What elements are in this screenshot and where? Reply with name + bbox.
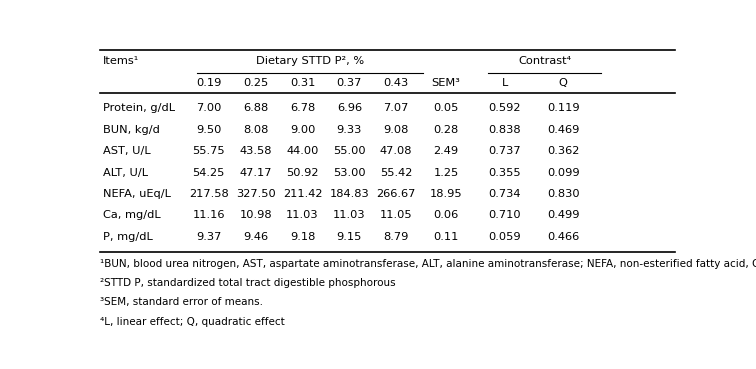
Text: 7.00: 7.00 <box>196 103 222 113</box>
Text: 0.119: 0.119 <box>547 103 580 113</box>
Text: 0.838: 0.838 <box>488 125 521 135</box>
Text: 9.46: 9.46 <box>243 232 268 242</box>
Text: ³SEM, standard error of means.: ³SEM, standard error of means. <box>101 297 263 307</box>
Text: 8.79: 8.79 <box>383 232 409 242</box>
Text: 9.33: 9.33 <box>336 125 362 135</box>
Text: SEM³: SEM³ <box>432 79 460 89</box>
Text: 47.17: 47.17 <box>240 168 272 177</box>
Text: 9.08: 9.08 <box>383 125 409 135</box>
Text: 211.42: 211.42 <box>283 189 322 199</box>
Text: 6.88: 6.88 <box>243 103 268 113</box>
Text: Ca, mg/dL: Ca, mg/dL <box>104 210 161 220</box>
Text: Items¹: Items¹ <box>104 56 140 66</box>
Text: Dietary STTD P², %: Dietary STTD P², % <box>256 56 364 66</box>
Text: ⁴L, linear effect; Q, quadratic effect: ⁴L, linear effect; Q, quadratic effect <box>101 317 285 327</box>
Text: 1.25: 1.25 <box>433 168 459 177</box>
Text: 0.737: 0.737 <box>488 146 521 156</box>
Text: 11.03: 11.03 <box>287 210 319 220</box>
Text: 266.67: 266.67 <box>376 189 416 199</box>
Text: 0.28: 0.28 <box>433 125 459 135</box>
Text: 0.710: 0.710 <box>488 210 521 220</box>
Text: 8.08: 8.08 <box>243 125 268 135</box>
Text: Q: Q <box>559 79 568 89</box>
Text: P, mg/dL: P, mg/dL <box>104 232 153 242</box>
Text: 44.00: 44.00 <box>287 146 319 156</box>
Text: BUN, kg/d: BUN, kg/d <box>104 125 160 135</box>
Text: ²STTD P, standardized total tract digestible phosphorous: ²STTD P, standardized total tract digest… <box>101 278 396 288</box>
Text: 0.05: 0.05 <box>433 103 459 113</box>
Text: 327.50: 327.50 <box>236 189 275 199</box>
Text: Contrast⁴: Contrast⁴ <box>518 56 572 66</box>
Text: 0.592: 0.592 <box>488 103 521 113</box>
Text: 54.25: 54.25 <box>193 168 225 177</box>
Text: 0.830: 0.830 <box>547 189 580 199</box>
Text: 0.499: 0.499 <box>547 210 579 220</box>
Text: 55.75: 55.75 <box>193 146 225 156</box>
Text: 9.15: 9.15 <box>336 232 362 242</box>
Text: 9.37: 9.37 <box>196 232 222 242</box>
Text: 55.00: 55.00 <box>333 146 366 156</box>
Text: Protein, g/dL: Protein, g/dL <box>104 103 175 113</box>
Text: 6.78: 6.78 <box>290 103 315 113</box>
Text: 50.92: 50.92 <box>287 168 319 177</box>
Text: 10.98: 10.98 <box>240 210 272 220</box>
Text: 184.83: 184.83 <box>330 189 369 199</box>
Text: 9.50: 9.50 <box>196 125 222 135</box>
Text: 11.03: 11.03 <box>333 210 366 220</box>
Text: 0.099: 0.099 <box>547 168 580 177</box>
Text: 11.05: 11.05 <box>380 210 413 220</box>
Text: 0.43: 0.43 <box>383 79 409 89</box>
Text: 0.734: 0.734 <box>488 189 521 199</box>
Text: 2.49: 2.49 <box>433 146 459 156</box>
Text: 0.362: 0.362 <box>547 146 579 156</box>
Text: 6.96: 6.96 <box>337 103 362 113</box>
Text: 11.16: 11.16 <box>193 210 225 220</box>
Text: 0.469: 0.469 <box>547 125 579 135</box>
Text: 0.11: 0.11 <box>433 232 459 242</box>
Text: 55.42: 55.42 <box>380 168 413 177</box>
Text: 0.355: 0.355 <box>488 168 521 177</box>
Text: 0.37: 0.37 <box>336 79 362 89</box>
Text: 9.18: 9.18 <box>290 232 315 242</box>
Text: 0.466: 0.466 <box>547 232 579 242</box>
Text: 0.25: 0.25 <box>243 79 268 89</box>
Text: 53.00: 53.00 <box>333 168 366 177</box>
Text: 7.07: 7.07 <box>383 103 409 113</box>
Text: NEFA, uEq/L: NEFA, uEq/L <box>104 189 171 199</box>
Text: 9.00: 9.00 <box>290 125 315 135</box>
Text: 0.31: 0.31 <box>290 79 315 89</box>
Text: 0.06: 0.06 <box>433 210 459 220</box>
Text: 0.059: 0.059 <box>488 232 521 242</box>
Text: 43.58: 43.58 <box>240 146 272 156</box>
Text: ¹BUN, blood urea nitrogen, AST, aspartate aminotransferase, ALT, alanine aminotr: ¹BUN, blood urea nitrogen, AST, aspartat… <box>101 259 756 269</box>
Text: 0.19: 0.19 <box>196 79 222 89</box>
Text: L: L <box>501 79 508 89</box>
Text: 47.08: 47.08 <box>380 146 413 156</box>
Text: 217.58: 217.58 <box>189 189 228 199</box>
Text: ALT, U/L: ALT, U/L <box>104 168 148 177</box>
Text: 18.95: 18.95 <box>429 189 463 199</box>
Text: AST, U/L: AST, U/L <box>104 146 151 156</box>
